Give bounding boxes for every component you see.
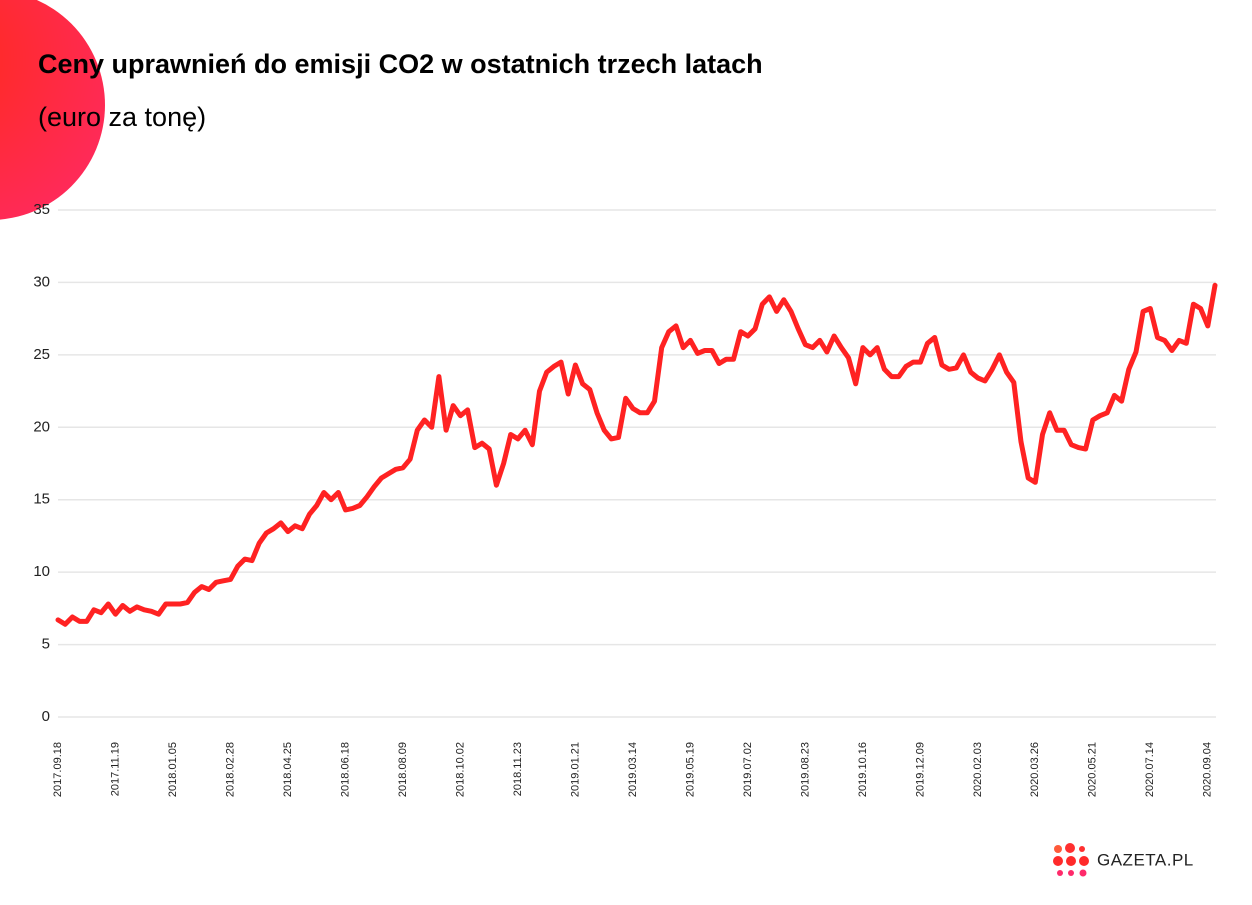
x-tick-label: 2018.02.28 — [224, 742, 236, 797]
x-tick-label: 2018.06.18 — [339, 742, 351, 797]
x-tick-label: 2020.07.14 — [1144, 742, 1156, 797]
y-tick-label: 25 — [33, 346, 50, 363]
x-tick-label: 2019.12.09 — [914, 742, 926, 797]
decor-circle — [0, 0, 105, 220]
y-tick-label: 20 — [33, 418, 50, 435]
y-tick-label: 35 — [33, 201, 50, 218]
x-tick-label: 2019.05.19 — [684, 742, 696, 797]
x-tick-label: 2020.09.04 — [1202, 742, 1214, 797]
x-tick-label: 2018.01.05 — [167, 742, 179, 797]
x-tick-label: 2019.01.21 — [569, 742, 581, 797]
chart-subtitle: (euro za tonę) — [38, 102, 206, 132]
x-tick-label: 2020.03.26 — [1029, 742, 1041, 797]
x-tick-label: 2018.04.25 — [282, 742, 294, 797]
x-tick-label: 2019.08.23 — [799, 742, 811, 797]
logo-text: GAZETA.PL — [1097, 850, 1194, 869]
x-tick-label: 2018.10.02 — [454, 742, 466, 797]
y-tick-label: 10 — [33, 563, 50, 580]
y-tick-label: 30 — [33, 273, 50, 290]
y-tick-label: 0 — [42, 708, 50, 725]
x-tick-label: 2017.11.19 — [109, 742, 121, 796]
x-tick-label: 2020.02.03 — [972, 742, 984, 797]
x-tick-label: 2019.10.16 — [857, 742, 869, 797]
chart-title: Ceny uprawnień do emisji CO2 w ostatnich… — [38, 49, 763, 79]
y-tick-label: 5 — [42, 636, 50, 653]
x-tick-label: 2017.09.18 — [52, 742, 64, 797]
x-tick-label: 2018.11.23 — [512, 742, 524, 796]
logo: GAZETA.PL — [1053, 843, 1194, 877]
y-tick-label: 15 — [33, 491, 50, 508]
x-tick-label: 2019.07.02 — [742, 742, 754, 797]
x-tick-label: 2019.03.14 — [627, 742, 639, 797]
x-tick-label: 2020.05.21 — [1087, 742, 1099, 797]
x-tick-label: 2018.08.09 — [397, 742, 409, 797]
data-line — [55, 282, 1218, 627]
